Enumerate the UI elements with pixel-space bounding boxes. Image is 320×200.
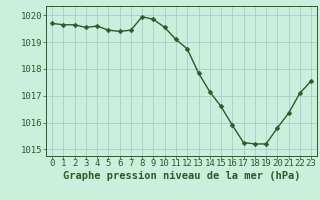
X-axis label: Graphe pression niveau de la mer (hPa): Graphe pression niveau de la mer (hPa): [63, 171, 300, 181]
